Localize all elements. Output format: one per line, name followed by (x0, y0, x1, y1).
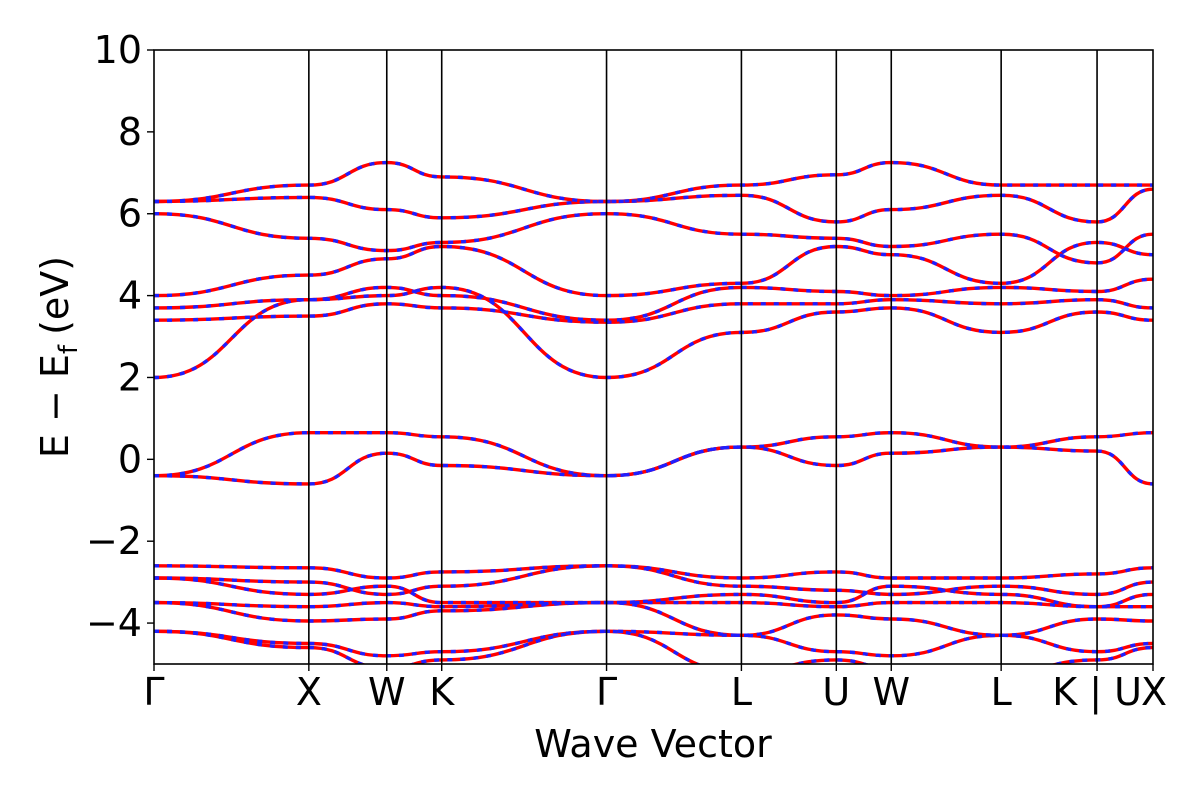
x-tick-label-0: Γ (143, 670, 164, 714)
band-line-dashed-14 (154, 629, 1153, 658)
band-line-dashed-4 (154, 211, 1153, 265)
x-tick-label-7: W (872, 670, 910, 714)
y-tick-label-1: −2 (86, 519, 142, 563)
y-axis-label: E − Ef (eV) (33, 256, 84, 458)
x-tick-label-6: U (822, 670, 850, 714)
band-line-dashed-0 (154, 285, 1153, 380)
band-line-dashed-15 (154, 629, 1153, 664)
band-line-dashed-5 (154, 187, 1153, 224)
plot-frame (153, 49, 1154, 665)
band-line-dashed-6 (154, 160, 1153, 204)
x-tick-label-8: L (991, 670, 1012, 714)
band-line-solid-8 (154, 445, 1153, 486)
y-axis-label-sub: f (54, 344, 84, 354)
band-line-solid-10 (154, 564, 1153, 597)
y-tick-label-5: 6 (118, 192, 142, 236)
high-symmetry-lines (308, 50, 1098, 664)
y-axis-label-unit: (eV) (33, 256, 77, 335)
y-tick-label-0: −4 (86, 601, 142, 645)
x-tick-label-4: Γ (596, 670, 617, 714)
band-line-dashed-11 (154, 576, 1153, 609)
band-line-solid-12 (154, 600, 1153, 609)
x-tick-label-1: X (296, 670, 322, 714)
svg-text:E − Ef(eV): E − Ef (eV) (33, 256, 84, 458)
x-tick-label-5: L (731, 670, 752, 714)
band-line-solid-15 (154, 629, 1153, 664)
band-line-dashed-3 (154, 240, 1153, 298)
band-line-dashed-2 (154, 277, 1153, 322)
x-tick-label-10: X (1141, 670, 1167, 714)
x-axis-label: Wave Vector (534, 722, 772, 766)
y-tick-label-4: 4 (118, 274, 142, 318)
x-tick-label-2: W (368, 670, 406, 714)
x-tick-label-9: K | U (1052, 670, 1142, 715)
bands-layer (154, 160, 1153, 664)
band-line-solid-4 (154, 212, 1153, 265)
band-line-dashed-8 (154, 445, 1153, 486)
y-axis-label-main: E − E (33, 354, 77, 458)
y-tick-label-6: 8 (118, 110, 142, 154)
y-tick-label-3: 2 (118, 355, 142, 399)
y-tick-label-7: 10 (94, 28, 142, 72)
y-tick-label-2: 0 (118, 437, 142, 481)
band-line-solid-2 (154, 277, 1153, 322)
band-line-dashed-7 (154, 430, 1153, 478)
y-axis-ticks: −4 −2 0 2 4 6 8 10 (86, 28, 154, 645)
x-tick-label-3: K (429, 670, 455, 714)
band-line-solid-1 (154, 298, 1153, 324)
